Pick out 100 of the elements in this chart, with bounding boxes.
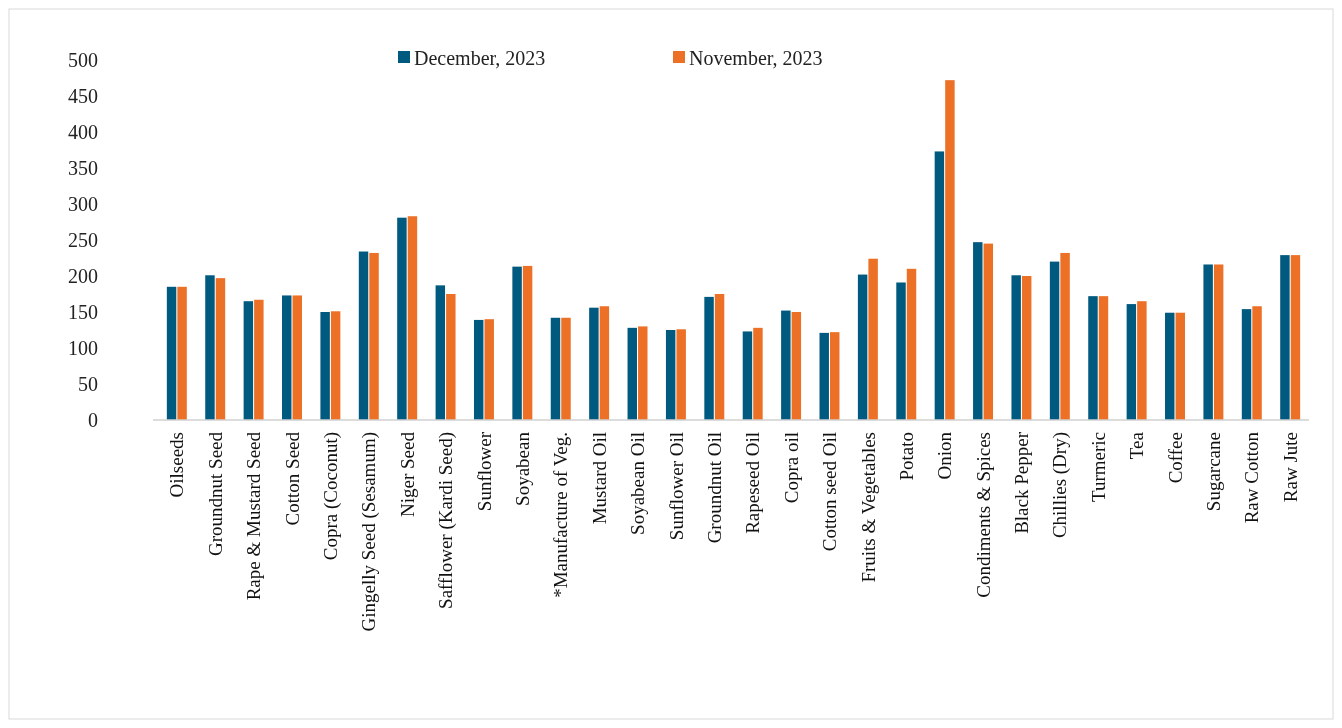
x-tick-label: Black Pepper xyxy=(1011,431,1033,534)
bar xyxy=(819,332,829,420)
bar xyxy=(320,312,330,420)
bar xyxy=(906,268,917,420)
bar xyxy=(1060,252,1070,420)
bar xyxy=(446,294,456,420)
x-tick-label: Rape & Mustard Seed xyxy=(243,431,265,601)
bar xyxy=(369,252,379,420)
x-tick-label: Groundnut Oil xyxy=(703,432,725,544)
x-tick-label: Tea xyxy=(1126,431,1148,460)
x-tick-label: Safflower (Kardi Seed) xyxy=(435,432,458,609)
y-tick-label: 50 xyxy=(78,373,98,395)
bar xyxy=(742,331,753,420)
bar xyxy=(1049,261,1060,420)
x-tick-label: Potato xyxy=(895,432,917,481)
bar xyxy=(1165,312,1175,420)
bar xyxy=(1088,296,1098,420)
bar xyxy=(330,311,341,420)
x-tick-label: Cotton Seed xyxy=(281,431,303,526)
x-tick-label: Sunflower Oil xyxy=(665,432,687,541)
bar xyxy=(1137,301,1147,420)
bar xyxy=(1280,255,1290,420)
y-tick-label: 100 xyxy=(68,337,98,359)
bar xyxy=(791,312,802,420)
bar xyxy=(589,307,599,420)
bar xyxy=(599,306,610,420)
bar xyxy=(243,301,254,420)
x-tick-label: Copra oil xyxy=(780,432,802,504)
y-tick-label: 400 xyxy=(68,121,98,143)
y-tick-label: 150 xyxy=(68,301,98,323)
bar xyxy=(830,332,840,420)
y-tick-label: 500 xyxy=(68,49,98,71)
bar xyxy=(896,282,906,420)
bar xyxy=(781,310,791,420)
bar xyxy=(983,243,994,420)
bar xyxy=(292,295,302,420)
bar xyxy=(714,294,725,420)
bar xyxy=(1011,275,1021,420)
bar xyxy=(704,296,714,420)
x-tick-label: Chillies (Dry) xyxy=(1049,432,1072,539)
bar xyxy=(484,319,494,420)
bar xyxy=(166,286,177,420)
bar xyxy=(215,278,226,420)
bar xyxy=(973,242,983,420)
bar xyxy=(254,299,264,420)
bar xyxy=(177,286,187,420)
y-tick-label: 250 xyxy=(68,229,98,251)
x-tick-label: Cotton seed Oil xyxy=(819,432,841,552)
bar xyxy=(1252,306,1262,420)
bar xyxy=(205,275,215,420)
bar xyxy=(676,329,686,420)
x-tick-label: Onion xyxy=(934,431,956,480)
x-tick-label: Mustard Oil xyxy=(588,432,610,525)
bar xyxy=(1203,264,1213,420)
x-tick-label: Copra (Coconut) xyxy=(320,432,343,561)
x-tick-label: Soyabean Oil xyxy=(627,432,649,535)
x-tick-label: Gingelly Seed (Sesamum) xyxy=(358,432,381,632)
bar xyxy=(857,274,868,420)
bar xyxy=(512,266,522,420)
bar xyxy=(282,295,292,420)
x-tick-label: *Manufacture of Veg. xyxy=(550,432,572,598)
bar xyxy=(945,80,955,420)
bar xyxy=(1213,264,1224,420)
bar xyxy=(358,251,369,420)
x-tick-label: Sugarcane xyxy=(1203,432,1225,512)
y-tick-label: 0 xyxy=(88,409,98,431)
y-tick-label: 450 xyxy=(68,85,98,107)
bar xyxy=(1098,296,1109,420)
x-tick-label: Condiments & Spices xyxy=(972,432,994,598)
x-tick-label: Sunflower xyxy=(473,431,495,512)
y-tick-label: 300 xyxy=(68,193,98,215)
bar xyxy=(397,217,407,420)
bar xyxy=(665,330,676,420)
bar xyxy=(522,265,533,420)
x-tick-label: Raw Cotton xyxy=(1241,431,1263,524)
x-tick-label: Fruits & Vegetables xyxy=(857,432,879,583)
bar xyxy=(934,151,945,420)
bar xyxy=(868,258,878,420)
y-tick-label: 350 xyxy=(68,157,98,179)
bar xyxy=(1175,312,1185,420)
x-tick-label: Coffee xyxy=(1164,432,1186,484)
bar xyxy=(627,327,637,420)
bar xyxy=(550,317,561,420)
x-tick-label: Soyabean xyxy=(512,431,533,506)
x-tick-label: Rapeseed Oil xyxy=(742,432,764,534)
bar xyxy=(435,285,446,420)
x-tick-label: Niger Seed xyxy=(396,431,418,517)
y-tick-label: 200 xyxy=(68,265,98,287)
x-tick-label: Turmeric xyxy=(1087,432,1109,503)
bar xyxy=(473,319,484,420)
bar xyxy=(1126,304,1137,420)
legend-label: November, 2023 xyxy=(689,47,823,69)
bar xyxy=(407,216,418,420)
bar xyxy=(638,326,648,420)
x-tick-label: Oilseeds xyxy=(166,432,188,498)
legend-label: December, 2023 xyxy=(414,47,546,69)
bar xyxy=(1021,276,1032,420)
bar xyxy=(1241,309,1252,420)
bar xyxy=(1290,255,1301,420)
x-tick-label: Groundnut Seed xyxy=(204,431,226,557)
